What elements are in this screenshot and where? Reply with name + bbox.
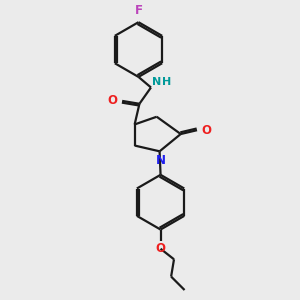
- Text: N: N: [152, 76, 161, 86]
- Text: O: O: [201, 124, 211, 137]
- Text: O: O: [156, 242, 166, 255]
- Text: N: N: [156, 154, 166, 167]
- Text: F: F: [134, 4, 142, 17]
- Text: O: O: [107, 94, 117, 107]
- Text: H: H: [163, 76, 172, 86]
